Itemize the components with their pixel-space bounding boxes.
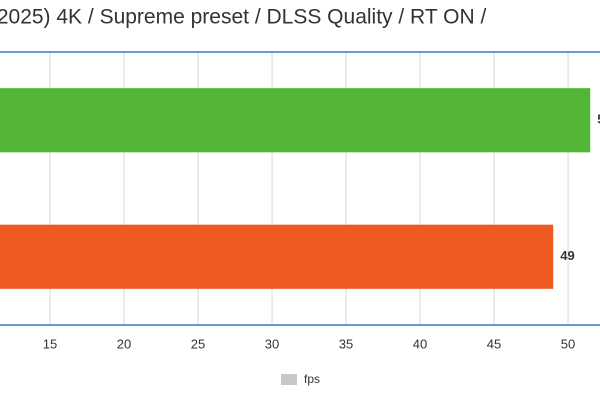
bar — [0, 88, 591, 153]
x-tick-label: 45 — [487, 336, 501, 351]
x-tick-label: 15 — [43, 336, 57, 351]
legend-swatch — [281, 374, 297, 385]
x-tick-label: 50 — [561, 336, 575, 351]
value-label: 49 — [560, 248, 574, 263]
value-label: 51.5 — [597, 112, 600, 127]
bar — [0, 224, 554, 289]
x-tick-label: 35 — [339, 336, 353, 351]
x-tick-label: 30 — [265, 336, 279, 351]
legend-label: fps — [304, 372, 320, 386]
x-tick-label: 40 — [413, 336, 427, 351]
chart-title: S (2025) 4K / Supreme preset / DLSS Qual… — [0, 6, 486, 29]
x-tick-label: 20 — [117, 336, 131, 351]
x-tick-label: 25 — [191, 336, 205, 351]
